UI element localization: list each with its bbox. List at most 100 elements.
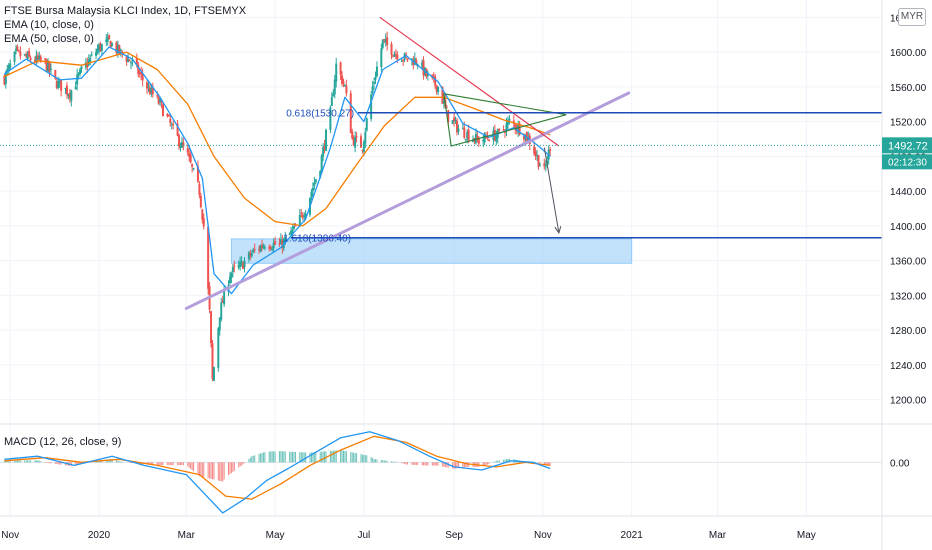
candle-down: [258, 248, 261, 250]
candle-up: [410, 58, 413, 60]
candle-down: [434, 76, 437, 86]
support-trendline: [184, 91, 631, 310]
candle-up: [426, 74, 429, 76]
candle-up: [180, 142, 183, 148]
candle-down: [198, 183, 201, 195]
time-tick-label: Mar: [178, 530, 196, 541]
candle-down: [406, 58, 409, 61]
projection-arrow-head: [554, 225, 562, 234]
candle-down: [456, 120, 459, 133]
candle-up: [474, 133, 477, 144]
candle-up: [192, 168, 195, 170]
candle-up: [343, 84, 346, 86]
candle-down: [359, 136, 362, 148]
candle-down: [166, 114, 169, 117]
candle-up: [311, 187, 314, 192]
candle-up: [320, 155, 323, 173]
chart-title: FTSE Bursa Malaysia KLCI Index, 1D, FTSE…: [4, 5, 247, 17]
candle-up: [451, 119, 454, 124]
ema10-label[interactable]: EMA (10, close, 0): [4, 19, 94, 31]
candle-down: [342, 81, 345, 84]
time-tick-label: May: [266, 530, 285, 541]
candle-down: [191, 164, 194, 167]
candle-up: [384, 39, 387, 43]
candle-down: [189, 154, 192, 163]
candle-up: [457, 128, 460, 132]
time-tick-label: Sep: [445, 530, 463, 541]
candle-up: [74, 86, 77, 90]
candle-down: [502, 129, 505, 131]
candle-down: [242, 262, 245, 269]
candle-up: [79, 69, 82, 74]
demand-zone-layer: [230, 238, 633, 264]
candle-up: [279, 239, 282, 245]
ema10-line: [4, 46, 551, 295]
time-tick-label: Jul: [357, 530, 370, 541]
candle-down: [169, 118, 172, 123]
candle-down: [512, 120, 515, 124]
time-tick-label: Nov: [1, 530, 19, 541]
candle-up: [505, 123, 508, 131]
candle-down: [172, 124, 175, 126]
candle-up: [57, 80, 60, 89]
candle-up: [272, 242, 275, 249]
countdown-badge: [882, 154, 932, 170]
fib-1618-label: 1.618(1386.40): [283, 234, 351, 245]
candle-down: [339, 62, 342, 75]
candle-up: [464, 138, 467, 140]
currency-button[interactable]: MYR: [898, 8, 926, 26]
candle-down: [201, 209, 204, 220]
candle-down: [390, 43, 393, 55]
candle-down: [391, 55, 394, 57]
candle-down: [125, 56, 128, 62]
candle-up: [250, 253, 253, 257]
candle-down: [435, 85, 438, 92]
price-tick-label: 1200.00: [890, 396, 927, 407]
candle-up: [223, 290, 226, 305]
candle-down: [445, 107, 448, 109]
candle-down: [188, 153, 191, 157]
candle-up: [243, 260, 246, 268]
candle-down: [300, 212, 303, 214]
candle-up: [495, 135, 498, 142]
macd-zero-label: 0.00: [890, 458, 910, 469]
time-tick-label: 2021: [621, 530, 644, 541]
candle-up: [179, 146, 182, 148]
candle-up: [333, 79, 336, 95]
candle-up: [362, 142, 365, 153]
candle-up: [527, 137, 530, 142]
candle-down: [141, 74, 144, 81]
candle-up: [259, 245, 262, 252]
candle-up: [370, 94, 373, 119]
candle-down: [17, 50, 20, 52]
candle-up: [77, 73, 80, 76]
price-tick-label: 1320.00: [890, 291, 927, 302]
candle-up: [421, 62, 424, 67]
candle-up: [237, 264, 240, 268]
candle-up: [129, 62, 132, 64]
candle-up: [47, 61, 50, 72]
price-tick-label: 1400.00: [890, 222, 927, 233]
candle-down: [274, 241, 277, 245]
candle-up: [228, 276, 231, 284]
candle-up: [365, 118, 368, 131]
candle-up: [96, 48, 99, 53]
candle-up: [116, 44, 119, 54]
candle-up: [217, 328, 220, 368]
candle-up: [313, 182, 316, 186]
candle-down: [361, 149, 364, 151]
candle-up: [67, 94, 70, 96]
candle-up: [325, 129, 328, 151]
candle-up: [95, 52, 98, 57]
macd-label[interactable]: MACD (12, 26, close, 9): [4, 436, 122, 448]
price-tick-label: 1360.00: [890, 257, 927, 268]
candle-up: [23, 54, 26, 56]
candle-up: [9, 63, 12, 68]
ema50-label[interactable]: EMA (50, close, 0): [4, 33, 94, 45]
candle-up: [13, 51, 16, 63]
candle-down: [167, 115, 170, 117]
candle-up: [170, 124, 173, 126]
legend: FTSE Bursa Malaysia KLCI Index, 1D, FTSE…: [4, 4, 246, 46]
last-price-text: 1492.72: [888, 140, 928, 152]
